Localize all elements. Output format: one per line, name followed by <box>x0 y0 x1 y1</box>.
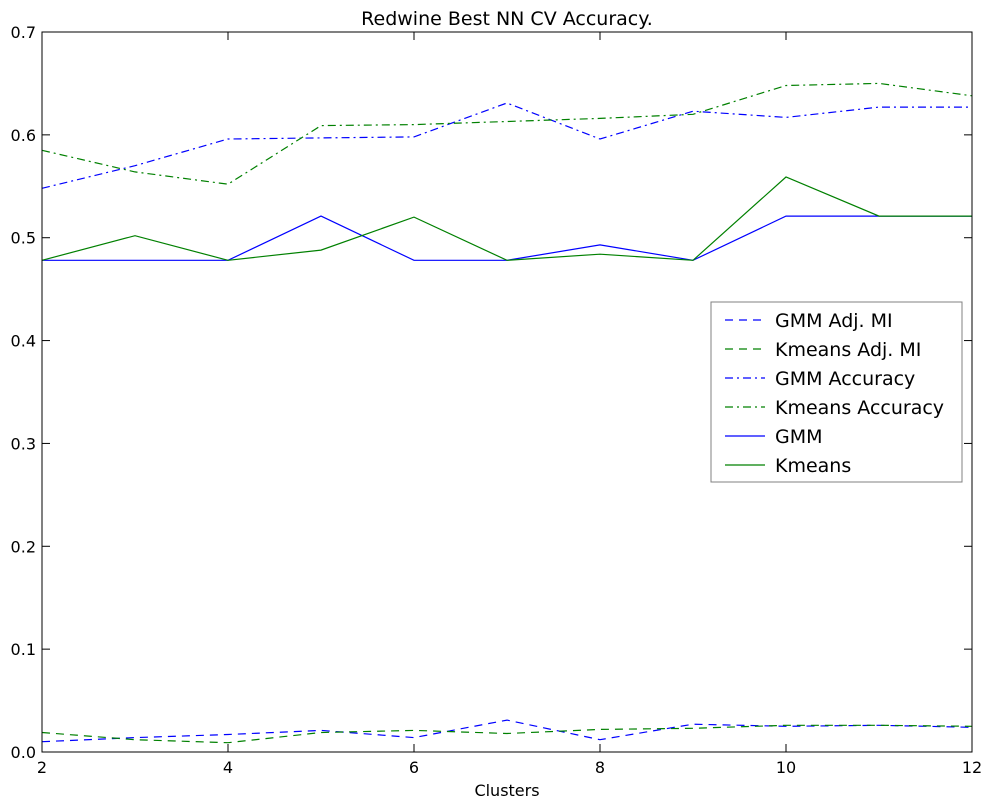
legend-label: Kmeans <box>775 455 851 477</box>
y-tick-label: 0.1 <box>11 640 36 659</box>
legend-label: GMM <box>775 426 823 448</box>
x-tick-label: 8 <box>595 758 605 777</box>
x-tick-label: 2 <box>37 758 47 777</box>
legend-label: Kmeans Adj. MI <box>775 339 921 361</box>
series-line-5 <box>41 176 972 261</box>
y-tick-label: 0.5 <box>11 229 36 248</box>
legend-label: GMM Accuracy <box>775 368 915 390</box>
legend-frame <box>710 301 963 483</box>
y-tick-label: 0.7 <box>11 23 36 42</box>
series-line-0 <box>41 719 973 743</box>
series-line-2 <box>41 102 972 189</box>
series-line-1 <box>41 724 973 744</box>
legend-label: Kmeans Accuracy <box>775 397 944 419</box>
chart-title: Redwine Best NN CV Accuracy. <box>361 8 653 30</box>
x-axis-label: Clusters <box>474 781 539 800</box>
y-tick-label: 0.4 <box>11 332 36 351</box>
series-layer <box>41 82 973 744</box>
y-tick-label: 0.2 <box>11 537 36 556</box>
series-line-3 <box>41 82 973 185</box>
legend-label: GMM Adj. MI <box>775 310 893 332</box>
series-line-4 <box>42 215 972 261</box>
x-tick-label: 4 <box>223 758 233 777</box>
x-tick-label: 10 <box>776 758 796 777</box>
legend: GMM Adj. MI Kmeans Adj. MI GMM Accuracy Kme… <box>710 301 963 483</box>
ticks-layer: 2 4 6 8 10 12 0.0 0.1 0.2 0.3 0.4 0.5 0.6 0.7 <box>11 23 983 777</box>
x-tick-label: 6 <box>409 758 419 777</box>
x-tick-label: 12 <box>962 758 982 777</box>
y-tick-label: 0.3 <box>11 434 36 453</box>
y-tick-label: 0.6 <box>11 126 36 145</box>
y-tick-label: 0.0 <box>11 743 36 762</box>
plot-frame <box>41 31 973 753</box>
